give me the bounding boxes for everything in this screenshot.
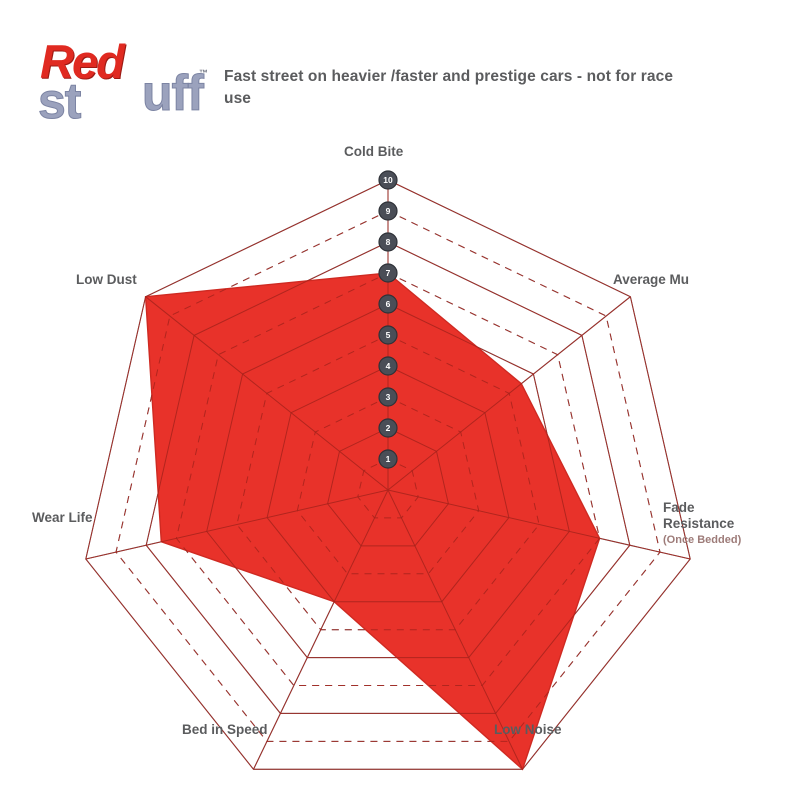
axis-label-low-dust: Low Dust	[76, 272, 137, 287]
logo-word-stuff: st	[37, 73, 81, 130]
axis-label-average-mu: Average Mu	[613, 272, 690, 287]
radar-ring-markers: 10 9 8 7 6 5 4 3 2 1	[378, 170, 398, 469]
ring-marker-label-4: 4	[386, 361, 391, 371]
axis-label-low-noise: Low Noise	[494, 722, 562, 737]
trademark-symbol: ™	[199, 68, 208, 78]
ring-marker-7	[378, 263, 398, 283]
ring-marker-label-9: 9	[386, 206, 391, 216]
ring-marker-label-5: 5	[386, 330, 391, 340]
axis-label-bed-in-speed: Bed in Speed	[182, 722, 268, 737]
ring-marker-label-8: 8	[386, 237, 391, 247]
axis-label-fade-resistance: Fade Resistance (Once Bedded)	[663, 500, 781, 548]
ring-marker-label-10: 10	[383, 175, 393, 185]
ring-marker-6	[378, 294, 398, 314]
ring-marker-8	[378, 232, 398, 252]
logo-word-stuff-tail: uff	[142, 65, 205, 122]
logo-word-red: Red	[40, 35, 125, 88]
ring-marker-label-2: 2	[386, 423, 391, 433]
ring-marker-label-7: 7	[386, 268, 391, 278]
redstuff-logo: Red st uff ™	[34, 34, 208, 134]
ring-marker-5	[378, 325, 398, 345]
axis-label-fade-line1: Fade	[663, 500, 695, 515]
ring-marker-label-1: 1	[386, 454, 391, 464]
ring-marker-label-6: 6	[386, 299, 391, 309]
ring-marker-4	[378, 356, 398, 376]
ring-marker-9	[378, 201, 398, 221]
ring-marker-10	[378, 170, 398, 190]
axis-label-cold-bite: Cold Bite	[344, 144, 404, 159]
ring-marker-1	[378, 449, 398, 469]
ring-marker-3	[378, 387, 398, 407]
ring-marker-label-3: 3	[386, 392, 391, 402]
radar-grid-overlay	[85, 179, 691, 770]
axis-note-once-bedded: (Once Bedded)	[663, 534, 742, 546]
page-title: Fast street on heavier /faster and prest…	[224, 68, 674, 107]
axis-label-fade-line2: Resistance	[663, 516, 735, 531]
axis-label-wear-life: Wear Life	[32, 510, 93, 525]
ring-marker-2	[378, 418, 398, 438]
